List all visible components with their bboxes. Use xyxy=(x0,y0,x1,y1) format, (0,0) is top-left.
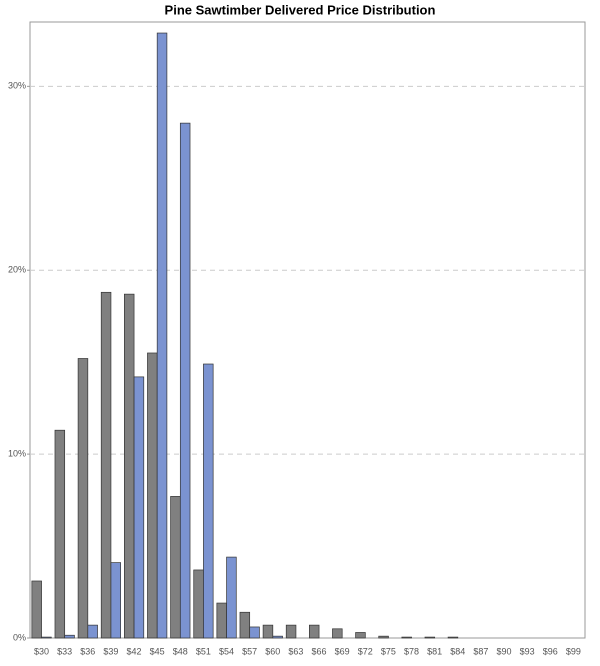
bar xyxy=(378,635,389,639)
x-tick-label: $42 xyxy=(127,646,142,656)
x-tick-label: $36 xyxy=(80,646,95,656)
bar xyxy=(262,624,274,639)
x-tick-label: $66 xyxy=(312,646,327,656)
x-tick-label: $72 xyxy=(358,646,373,656)
bar xyxy=(87,624,98,639)
bar xyxy=(64,634,75,639)
bar xyxy=(355,632,366,639)
plot-frame xyxy=(29,21,586,639)
x-tick-label: $54 xyxy=(219,646,234,656)
bar xyxy=(100,291,112,639)
bar xyxy=(226,556,237,639)
x-tick-label: $33 xyxy=(57,646,72,656)
x-tick-label: $51 xyxy=(196,646,211,656)
x-tick-label: $84 xyxy=(450,646,465,656)
bar xyxy=(41,636,52,639)
bar xyxy=(332,628,343,639)
bar xyxy=(54,429,66,639)
bar xyxy=(309,624,320,639)
x-tick-label: $39 xyxy=(103,646,118,656)
x-tick-label: $78 xyxy=(404,646,419,656)
bar xyxy=(133,376,145,639)
bar xyxy=(170,496,181,639)
x-tick-label: $57 xyxy=(242,646,257,656)
bar xyxy=(110,562,121,639)
bar xyxy=(123,293,135,639)
x-tick-label: $75 xyxy=(381,646,396,656)
x-tick-label: $60 xyxy=(265,646,280,656)
bar xyxy=(272,635,283,639)
y-tick-label: 10% xyxy=(8,448,26,458)
bar xyxy=(424,636,436,639)
bar xyxy=(447,636,459,639)
x-tick-label: $87 xyxy=(473,646,488,656)
bar xyxy=(285,624,297,639)
y-tick-label: 20% xyxy=(8,265,26,275)
bar xyxy=(179,122,191,639)
x-tick-label: $99 xyxy=(566,646,581,656)
bar xyxy=(401,636,412,639)
x-tick-label: $96 xyxy=(543,646,558,656)
bar xyxy=(156,32,168,639)
bar xyxy=(77,358,89,639)
bar xyxy=(31,580,42,639)
y-tick-label: 30% xyxy=(8,81,26,91)
x-tick-label: $45 xyxy=(150,646,165,656)
bar xyxy=(203,363,214,639)
x-tick-label: $90 xyxy=(497,646,512,656)
bar xyxy=(147,352,158,639)
x-tick-label: $81 xyxy=(427,646,442,656)
x-tick-label: $48 xyxy=(173,646,188,656)
x-tick-label: $30 xyxy=(34,646,49,656)
x-tick-label: $63 xyxy=(288,646,303,656)
y-tick-label: 0% xyxy=(13,632,26,642)
x-tick-label: $69 xyxy=(335,646,350,656)
bar xyxy=(193,569,204,639)
chart-title: Pine Sawtimber Delivered Price Distribut… xyxy=(165,2,436,17)
bar xyxy=(216,602,227,639)
bar xyxy=(249,626,260,639)
x-tick-label: $93 xyxy=(520,646,535,656)
bar xyxy=(239,611,251,639)
